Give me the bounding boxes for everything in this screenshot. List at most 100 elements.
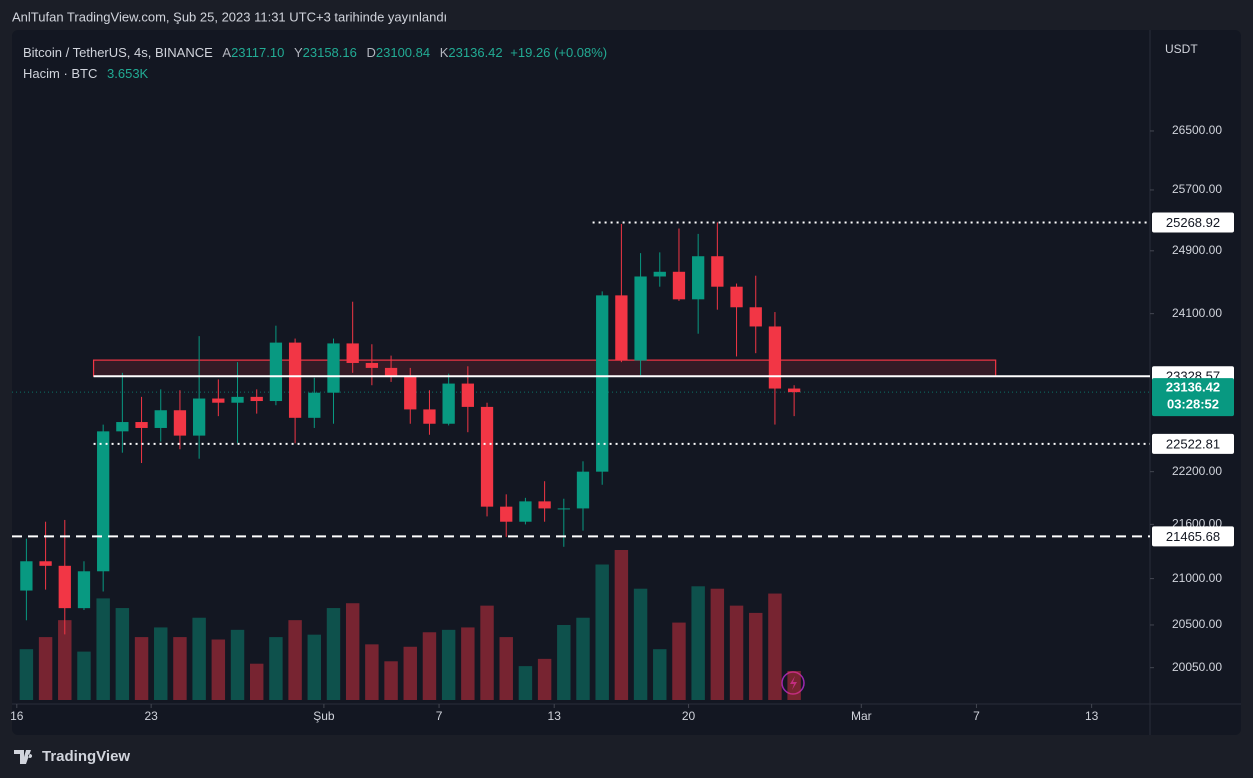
candle-body: [480, 406, 494, 507]
candle-body: [787, 388, 801, 393]
y-tick-label: 24900.00: [1172, 243, 1222, 257]
currency: USDT: [1165, 42, 1198, 56]
x-tick-label: 13: [548, 709, 562, 723]
candle-body: [692, 256, 705, 300]
tv-logo: [14, 750, 33, 764]
symbol: Bitcoin / TetherUS, 4s, BINANCE: [23, 45, 213, 60]
y-tick-label: 20050.00: [1172, 660, 1222, 674]
volume-bar: [480, 605, 494, 700]
candle-body: [596, 295, 609, 472]
candle-body: [58, 565, 71, 609]
volume-bar: [230, 629, 245, 700]
countdown: 03:28:52: [1167, 397, 1219, 412]
candle-body: [173, 410, 187, 436]
y-tick-label: 21000.00: [1172, 571, 1222, 585]
candle-body: [97, 431, 110, 572]
candle-body: [711, 256, 724, 287]
close: 23136.42: [448, 45, 503, 60]
x-tick-label: 23: [144, 709, 158, 723]
replay-icon: [781, 671, 805, 695]
candle-body: [672, 271, 686, 300]
volume-bar: [326, 608, 341, 700]
volume-bar: [77, 651, 91, 700]
volume-bar: [115, 608, 130, 700]
x-tick-label: Şub: [313, 709, 335, 723]
x-tick-label: 20: [682, 709, 696, 723]
open-label: A: [222, 45, 232, 60]
x-tick-label: 7: [973, 709, 980, 723]
volume-bar: [710, 588, 725, 700]
volume-label: Hacim · BTC: [23, 66, 98, 81]
candle-body: [384, 367, 398, 377]
level-label-box: [1152, 212, 1234, 233]
candle-body: [154, 410, 167, 428]
candle-body: [39, 561, 52, 566]
candle-body: [730, 286, 743, 308]
candle-body: [346, 343, 359, 363]
volume-bar: [633, 588, 648, 700]
volume: 3.653K: [107, 66, 149, 81]
volume-bar: [345, 603, 360, 700]
y-tick-label: 22200.00: [1172, 464, 1222, 478]
x-tick-label: Mar: [851, 709, 872, 723]
volume-bar: [269, 637, 283, 700]
candle-body: [77, 571, 91, 609]
volume-bar: [595, 564, 609, 700]
volume-bar: [288, 620, 302, 700]
volume-bar: [729, 605, 744, 700]
volume-bar: [96, 598, 110, 700]
candle-body: [404, 376, 417, 410]
y-tick-label: 25700.00: [1172, 182, 1222, 196]
volume-bar: [365, 644, 379, 700]
volume-bar: [691, 586, 705, 700]
chart-panel: [12, 30, 1241, 735]
published-note: AnlTufan TradingView.com, Şub 25, 2023 1…: [12, 9, 447, 24]
candle-body: [615, 295, 628, 361]
level-label: 22522.81: [1166, 436, 1220, 451]
x-tick-label: 7: [436, 709, 443, 723]
level-label-box: [1152, 526, 1234, 547]
high-label: Y: [293, 45, 303, 60]
y-tick-label: 26500.00: [1172, 123, 1222, 137]
candle-body: [327, 343, 340, 393]
candle-body: [442, 383, 455, 424]
change: +19.26 (+0.08%): [510, 45, 608, 60]
volume-bar: [749, 612, 763, 700]
volume-bar: [537, 658, 552, 700]
candle-body: [749, 307, 762, 327]
volume-bar: [173, 637, 187, 700]
volume-bar: [614, 550, 629, 700]
volume-bar: [653, 649, 667, 700]
volume-bar: [403, 646, 417, 700]
volume-bar: [499, 637, 513, 700]
volume-bar: [192, 617, 206, 700]
candle-body: [500, 506, 513, 522]
legend: Bitcoin / TetherUS, 4s, BINANCE A23117.1…: [23, 45, 607, 60]
volume-bar: [134, 637, 149, 700]
volume-bar: [461, 627, 475, 700]
candle-body: [192, 398, 206, 436]
candle-body: [250, 396, 263, 402]
last-price-box: [1152, 378, 1234, 417]
volume-bar: [441, 629, 456, 700]
candle-body: [20, 561, 33, 591]
level-label: 25268.92: [1166, 215, 1220, 230]
level-label: 21465.68: [1166, 529, 1220, 544]
candle-body: [634, 276, 647, 361]
candle-body: [288, 342, 302, 418]
low: 23100.84: [375, 45, 431, 60]
volume-bar: [249, 663, 264, 700]
candle-body: [519, 501, 532, 522]
high: 23158.16: [302, 45, 357, 60]
candle-body: [768, 326, 782, 389]
volume-bar: [211, 639, 226, 700]
x-tick-label: 16: [10, 709, 24, 723]
level-label-box: [1152, 433, 1234, 454]
volume-bar: [154, 627, 168, 700]
candle-body: [308, 392, 321, 418]
candle-body: [269, 342, 283, 402]
brand: TradingView: [42, 748, 130, 765]
volume-bar: [422, 632, 437, 700]
